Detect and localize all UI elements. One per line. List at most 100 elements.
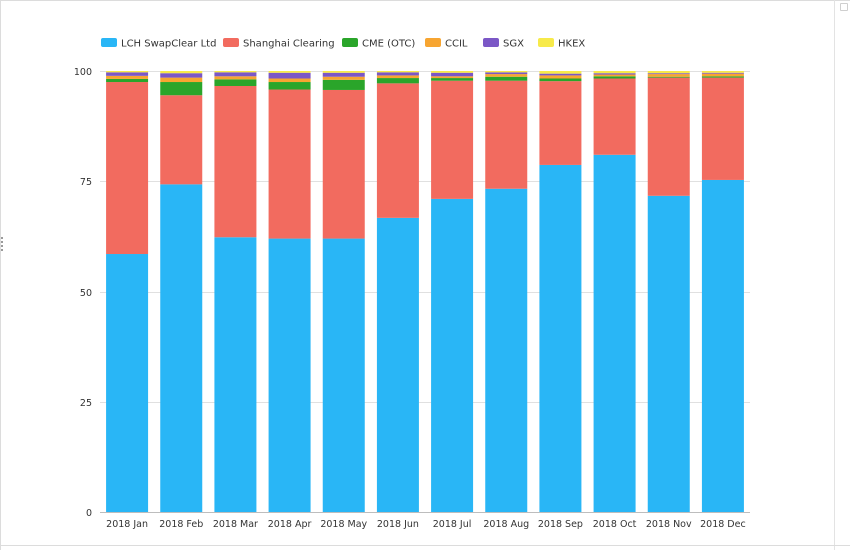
- bar-segment-hkex-1[interactable]: [160, 71, 203, 74]
- x-tick-label: 2018 May: [320, 519, 367, 530]
- bar-segment-ccil-5[interactable]: [376, 75, 419, 79]
- bar-segment-shanghai-clearing-5[interactable]: [376, 83, 419, 218]
- legend-swatch-0[interactable]: [101, 38, 117, 47]
- bar-segment-sgx-6[interactable]: [431, 72, 474, 77]
- corner-resize-icon[interactable]: [840, 3, 848, 11]
- bar-segment-cme-otc--5[interactable]: [376, 78, 419, 84]
- bar-segment-cme-otc--0[interactable]: [106, 78, 149, 83]
- bar-segment-lch-swapclear-ltd-0[interactable]: [106, 254, 149, 512]
- drag-handle-icon[interactable]: [0, 235, 4, 255]
- bar-segment-hkex-0[interactable]: [106, 71, 149, 73]
- bar-segment-shanghai-clearing-0[interactable]: [106, 82, 149, 255]
- bar-segment-ccil-9[interactable]: [593, 74, 636, 77]
- legend-swatch-3[interactable]: [425, 38, 441, 47]
- bar-segment-sgx-8[interactable]: [539, 73, 582, 76]
- bar-segment-lch-swapclear-ltd-11[interactable]: [701, 179, 744, 512]
- bar-segment-sgx-11[interactable]: [701, 72, 744, 74]
- bar-segment-cme-otc--6[interactable]: [431, 78, 474, 81]
- bar-segment-ccil-7[interactable]: [485, 74, 528, 77]
- bar-segment-cme-otc--4[interactable]: [322, 79, 365, 90]
- bar-segment-sgx-2[interactable]: [214, 72, 257, 77]
- bar-segment-hkex-6[interactable]: [431, 71, 474, 73]
- legend-swatch-1[interactable]: [223, 38, 239, 47]
- bar-segment-ccil-8[interactable]: [539, 75, 582, 79]
- bar-segment-sgx-0[interactable]: [106, 72, 149, 76]
- bar-segment-hkex-10[interactable]: [647, 71, 690, 74]
- bar-segment-ccil-1[interactable]: [160, 77, 203, 83]
- bar-segment-lch-swapclear-ltd-1[interactable]: [160, 184, 203, 512]
- bar-segment-cme-otc--11[interactable]: [701, 76, 744, 78]
- legend-swatch-2[interactable]: [342, 38, 358, 47]
- bar-segment-hkex-5[interactable]: [376, 71, 419, 73]
- bar-segment-lch-swapclear-ltd-4[interactable]: [322, 238, 365, 512]
- bar-segment-lch-swapclear-ltd-8[interactable]: [539, 164, 582, 513]
- x-tick-label: 2018 Oct: [593, 519, 637, 530]
- bar-segment-hkex-9[interactable]: [593, 71, 636, 74]
- bar-segment-cme-otc--3[interactable]: [268, 82, 311, 90]
- x-tick-label: 2018 Mar: [213, 519, 258, 530]
- bar-segment-lch-swapclear-ltd-7[interactable]: [485, 188, 528, 512]
- legend-label-5[interactable]: HKEX: [558, 39, 585, 50]
- bar-segment-cme-otc--10[interactable]: [647, 76, 690, 78]
- bar-segment-hkex-11[interactable]: [701, 71, 744, 73]
- bar-segment-shanghai-clearing-6[interactable]: [431, 80, 474, 199]
- bar-segment-hkex-2[interactable]: [214, 71, 257, 73]
- bar-segment-sgx-10[interactable]: [647, 73, 690, 75]
- bar-segment-sgx-4[interactable]: [322, 72, 365, 77]
- bar-segment-cme-otc--9[interactable]: [593, 76, 636, 79]
- bar-segment-ccil-10[interactable]: [647, 74, 690, 77]
- y-tick-label: 100: [74, 67, 92, 78]
- bar-segment-ccil-3[interactable]: [268, 78, 311, 83]
- bar-segment-ccil-6[interactable]: [431, 76, 474, 79]
- bar-segment-ccil-2[interactable]: [214, 76, 257, 80]
- chart-frame-right: [834, 0, 835, 550]
- bar-segment-cme-otc--2[interactable]: [214, 79, 257, 86]
- bar-segment-shanghai-clearing-11[interactable]: [701, 77, 744, 180]
- bar-segment-shanghai-clearing-8[interactable]: [539, 81, 582, 165]
- legend-label-0[interactable]: LCH SwapClear Ltd: [121, 39, 216, 50]
- gridlines: [100, 71, 750, 513]
- chart-frame-left: [0, 0, 1, 550]
- bar-segment-hkex-8[interactable]: [539, 71, 582, 74]
- legend-label-3[interactable]: CCIL: [445, 39, 468, 50]
- bar-segment-sgx-9[interactable]: [593, 73, 636, 75]
- x-tick-label: 2018 Apr: [268, 519, 312, 530]
- bar-segment-hkex-3[interactable]: [268, 71, 311, 73]
- y-tick-label: 50: [80, 288, 92, 299]
- bar-segment-sgx-5[interactable]: [376, 72, 419, 76]
- bar-segment-lch-swapclear-ltd-2[interactable]: [214, 237, 257, 512]
- chart-frame-top: [0, 0, 850, 1]
- bar-segment-ccil-0[interactable]: [106, 75, 149, 79]
- bar-segment-ccil-11[interactable]: [701, 73, 744, 77]
- bar-segment-shanghai-clearing-3[interactable]: [268, 89, 311, 239]
- bar-segment-shanghai-clearing-1[interactable]: [160, 95, 203, 185]
- bar-segment-shanghai-clearing-9[interactable]: [593, 78, 636, 155]
- legend-swatch-5[interactable]: [538, 38, 554, 47]
- bar-segment-sgx-3[interactable]: [268, 72, 311, 79]
- x-tick-label: 2018 Sep: [538, 519, 583, 530]
- bar-segment-sgx-1[interactable]: [160, 73, 203, 78]
- legend-label-4[interactable]: SGX: [503, 39, 524, 50]
- bar-segment-shanghai-clearing-10[interactable]: [647, 77, 690, 196]
- bar-segment-lch-swapclear-ltd-10[interactable]: [647, 195, 690, 513]
- bar-segment-hkex-4[interactable]: [322, 71, 365, 73]
- chart-frame-bottom: [0, 545, 850, 546]
- bar-segment-shanghai-clearing-7[interactable]: [485, 80, 528, 189]
- legend-swatch-4[interactable]: [483, 38, 499, 47]
- bar-segment-cme-otc--1[interactable]: [160, 82, 203, 96]
- bar-segment-hkex-7[interactable]: [485, 71, 528, 73]
- legend-label-1[interactable]: Shanghai Clearing: [243, 39, 335, 50]
- bar-segment-lch-swapclear-ltd-3[interactable]: [268, 238, 311, 512]
- y-tick-label: 25: [80, 398, 92, 409]
- legend-label-2[interactable]: CME (OTC): [362, 39, 415, 50]
- bar-segment-lch-swapclear-ltd-6[interactable]: [431, 198, 474, 512]
- bar-segment-shanghai-clearing-4[interactable]: [322, 89, 365, 239]
- bar-segment-ccil-4[interactable]: [322, 76, 365, 80]
- bar-segment-cme-otc--7[interactable]: [485, 76, 528, 81]
- bar-segment-shanghai-clearing-2[interactable]: [214, 85, 257, 238]
- bar-segment-cme-otc--8[interactable]: [539, 78, 582, 82]
- x-axis: 2018 Jan 2018 Feb 2018 Mar 2018 Apr 2018 May…: [106, 519, 746, 530]
- bar-segment-sgx-7[interactable]: [485, 72, 528, 75]
- bar-segment-lch-swapclear-ltd-9[interactable]: [593, 154, 636, 513]
- bar-segment-lch-swapclear-ltd-5[interactable]: [376, 217, 419, 512]
